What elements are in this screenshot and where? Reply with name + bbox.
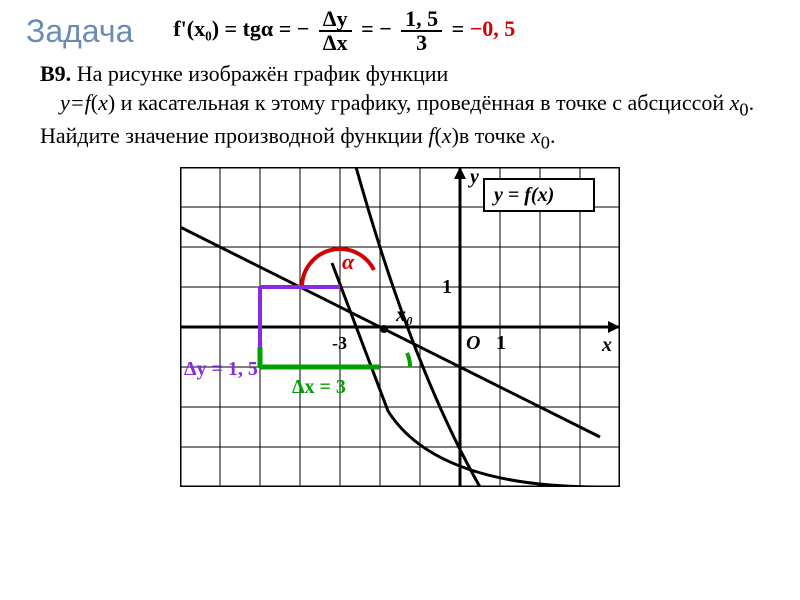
sub-0a: 0: [739, 99, 748, 119]
formula-frac-dy-dx: Δy Δx: [319, 8, 352, 54]
svg-text:Δx = 3: Δx = 3: [292, 376, 346, 398]
fn-x1: x: [98, 90, 108, 115]
fn-yfx: y=f: [60, 90, 91, 115]
formula-tg: tgα: [243, 16, 274, 41]
formula-lhs: f'(x₀): [173, 16, 219, 41]
fn-x2: x: [442, 123, 452, 148]
svg-text:1: 1: [496, 332, 506, 354]
sub-0b: 0: [541, 132, 550, 152]
svg-text:y = f(x): y = f(x): [492, 184, 554, 206]
frac-num-1: Δy: [319, 8, 352, 32]
problem-label: В9.: [40, 61, 71, 86]
frac-den-1: Δx: [319, 32, 352, 54]
function-chart: 11Oxyy = f(x)x₀-3αΔy = 1, 5Δx = 3: [180, 167, 620, 487]
svg-text:-3: -3: [332, 333, 347, 353]
svg-text:α: α: [342, 249, 355, 274]
svg-text:x: x: [601, 334, 612, 356]
equals-1: =: [225, 16, 243, 41]
equals-3: = −: [361, 16, 392, 41]
svg-text:x₀: x₀: [395, 304, 413, 326]
frac-num-2: 1, 5: [401, 8, 442, 32]
page-title: Задача: [26, 13, 133, 50]
svg-text:1: 1: [442, 276, 452, 298]
derivative-formula: f'(x₀) = tgα = − Δy Δx = − 1, 5 3 = −0, …: [173, 8, 515, 54]
equals-2: = −: [279, 16, 310, 41]
problem-text: В9. На рисунке изображён график функции …: [0, 54, 800, 155]
equals-4: =: [452, 16, 470, 41]
fn-x0a: x: [730, 90, 740, 115]
formula-frac-numbers: 1, 5 3: [401, 8, 442, 54]
problem-body: y=f(x) и касательная к этому графику, пр…: [40, 90, 754, 148]
problem-line-1: На рисунке изображён график функции: [71, 61, 448, 86]
frac-den-2: 3: [412, 32, 431, 54]
svg-text:y: y: [468, 167, 479, 188]
svg-text:Δy = 1, 5: Δy = 1, 5: [184, 358, 258, 380]
fn-x0b: x: [531, 123, 541, 148]
formula-result: −0, 5: [470, 16, 516, 41]
svg-text:O: O: [466, 332, 480, 354]
fn-fx: f: [428, 123, 434, 148]
